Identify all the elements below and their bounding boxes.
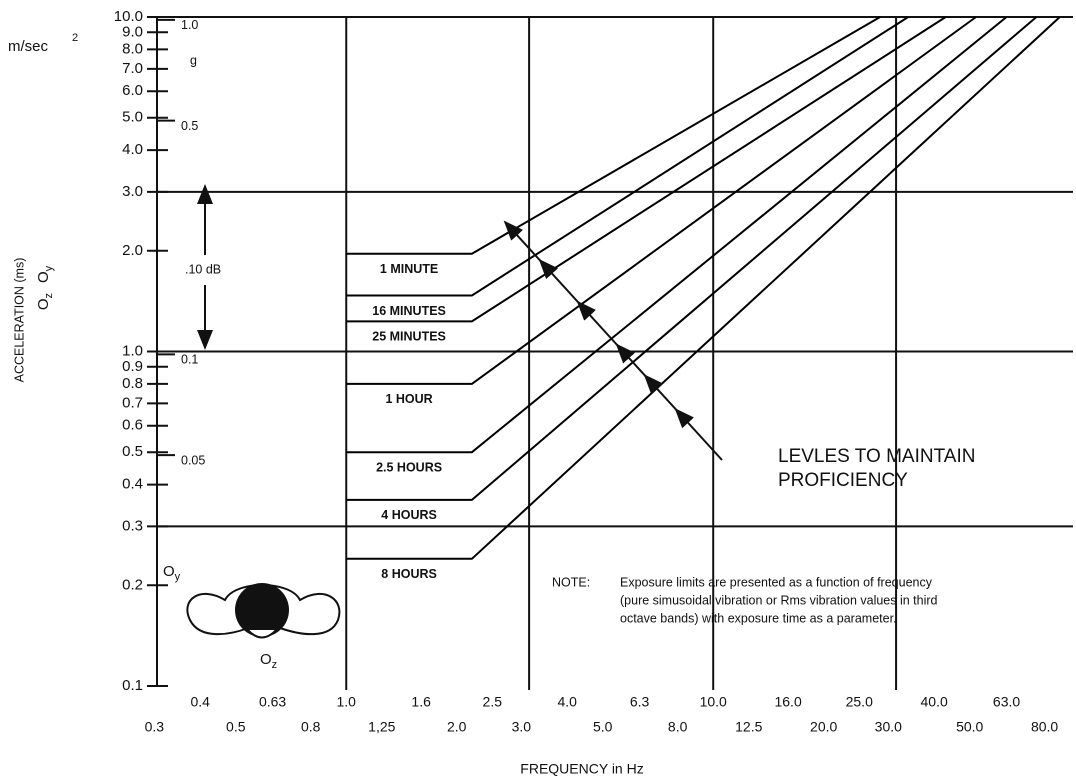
note-line: Exposure limits are presented as a funct…	[620, 575, 933, 589]
x-tick-label: 1,25	[368, 719, 395, 735]
series-line	[346, 16, 1061, 560]
x-tick-label: 50.0	[956, 719, 983, 735]
y-axis-label: ACCELERATION (ms)	[12, 258, 26, 383]
y2-tick-label: 1.0	[181, 18, 198, 32]
figure-label: Oy	[163, 563, 181, 583]
x-tick-label: 12.5	[735, 719, 762, 735]
y-tick-label: 6.0	[122, 82, 143, 99]
pointer-line	[503, 220, 723, 461]
series-label: 4 HOURS	[381, 508, 437, 522]
x-tick-label: 6.3	[630, 694, 650, 710]
pointer-head	[538, 258, 559, 280]
arrow-annotation: LEVLES TO MAINTAIN	[778, 446, 975, 467]
symbol: O	[260, 651, 272, 668]
y-tick-label: 0.4	[122, 476, 143, 493]
series-label: 2.5 HOURS	[376, 460, 442, 474]
series-label: 1 HOUR	[385, 392, 432, 406]
figure-label: Oz	[260, 651, 277, 671]
y-tick-label: 0.8	[122, 375, 143, 392]
range-annotation: .10 dB	[185, 262, 221, 276]
x-tick-label: 2.5	[483, 694, 503, 710]
series-label: 8 HOURS	[381, 567, 437, 581]
series-line	[346, 16, 1038, 501]
series-line	[346, 16, 881, 255]
pointer-head	[674, 408, 695, 429]
y2-tick-label: 0.1	[181, 353, 198, 367]
y-axis-symbols: OzOy	[35, 265, 55, 310]
x-tick-label: 0.5	[226, 719, 246, 735]
pointer-head	[615, 343, 636, 364]
y-unit: m/sec	[8, 38, 49, 55]
arrow-annotation: PROFICIENCY	[778, 470, 908, 491]
x-tick-label: 2.0	[447, 719, 467, 735]
symbol-sub: z	[43, 293, 55, 299]
x-tick-label: 1.0	[337, 694, 357, 710]
pointer-head	[643, 374, 664, 395]
symbol: O	[35, 271, 52, 283]
y-tick-label: 3.0	[122, 183, 143, 200]
y2-unit: g	[190, 53, 197, 67]
note-line: (pure simusoidal vibration or Rms vibrat…	[620, 593, 938, 607]
y-tick-label: 0.6	[122, 417, 143, 434]
x-tick-label: 4.0	[557, 694, 577, 710]
y-tick-label: 8.0	[122, 40, 143, 57]
series-line	[346, 16, 1008, 454]
y-tick-label: 0.3	[122, 517, 143, 534]
y-tick-label: 1.0	[122, 342, 143, 359]
x-tick-label: 0.3	[145, 719, 165, 735]
y-tick-label: 0.5	[122, 443, 143, 460]
y-tick-label: 0.9	[122, 358, 143, 375]
note-label: NOTE:	[552, 575, 590, 589]
x-tick-label: 80.0	[1031, 719, 1058, 735]
x-tick-label: 63.0	[993, 694, 1020, 710]
x-tick-label: 40.0	[921, 694, 948, 710]
y2-tick-label: 0.5	[181, 119, 198, 133]
y-tick-label: 4.0	[122, 141, 143, 158]
y-tick-label: 0.7	[122, 394, 143, 411]
symbol-sub: y	[43, 265, 55, 271]
symbol: O	[163, 563, 175, 580]
y-tick-label: 10.0	[114, 8, 143, 25]
y-tick-label: 9.0	[122, 23, 143, 40]
x-axis-label: FREQUENCY in Hz	[520, 761, 643, 777]
x-tick-label: 0.63	[259, 694, 286, 710]
x-tick-label: 10.0	[700, 694, 727, 710]
y2-tick-label: 0.05	[181, 453, 205, 467]
y-tick-label: 2.0	[122, 242, 143, 259]
x-tick-label: 0.8	[301, 719, 321, 735]
x-tick-label: 30.0	[875, 719, 902, 735]
series-line	[346, 16, 909, 297]
y-tick-label: 7.0	[122, 60, 143, 77]
head-figure	[186, 583, 341, 639]
x-tick-label: 25.0	[846, 694, 873, 710]
y-tick-label: 5.0	[122, 109, 143, 126]
x-tick-label: 0.4	[190, 694, 210, 710]
x-tick-label: 5.0	[593, 719, 613, 735]
symbol-sub: y	[175, 571, 181, 583]
x-tick-label: 3.0	[512, 719, 532, 735]
y-unit-exp: 2	[72, 32, 78, 44]
series-label: 16 MINUTES	[372, 304, 446, 318]
symbol: O	[35, 299, 52, 311]
pointer-head	[576, 300, 597, 321]
x-tick-label: 16.0	[774, 694, 801, 710]
series-line	[346, 16, 947, 323]
note-line: octave bands) with exposure time as a pa…	[620, 611, 897, 625]
x-tick-label: 8.0	[668, 719, 688, 735]
series-label: 25 MINUTES	[372, 330, 446, 344]
x-tick-label: 20.0	[810, 719, 837, 735]
series-label: 1 MINUTE	[380, 262, 438, 276]
symbol-sub: z	[272, 659, 278, 671]
y-tick-label: 0.2	[122, 576, 143, 593]
y-tick-label: 0.1	[122, 677, 143, 694]
series-line	[346, 16, 977, 385]
x-tick-label: 1.6	[411, 694, 431, 710]
